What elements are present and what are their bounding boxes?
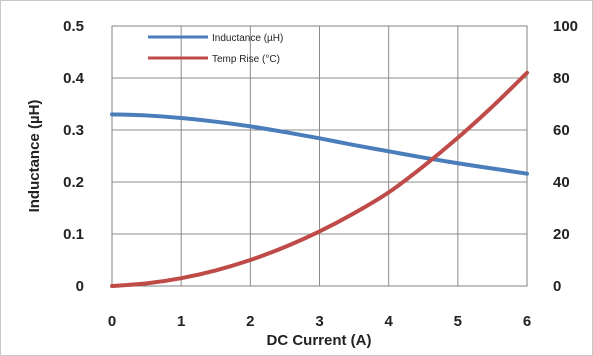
x-tick-label: 3: [315, 313, 323, 330]
y-tick-label: 0: [76, 278, 84, 295]
y2-tick-label: 20: [553, 226, 570, 243]
y2-tick-label: 0: [553, 278, 561, 295]
gridlines: [112, 26, 527, 286]
x-tick-label: 6: [523, 313, 531, 330]
x-axis-title: DC Current (A): [267, 332, 372, 349]
y-axis-title: Inductance (µH): [26, 100, 43, 213]
x-tick-label: 2: [246, 313, 254, 330]
x-tick-label: 0: [108, 313, 116, 330]
y-tick-label: 0.1: [63, 226, 84, 243]
y-tick-label: 0.2: [63, 174, 84, 191]
x-tick-label: 4: [384, 313, 393, 330]
series-line-temp-rise: [110, 70, 529, 288]
x-tick-label: 1: [177, 313, 185, 330]
y2-tick-label: 60: [553, 122, 570, 139]
y-tick-label: 0.5: [63, 18, 84, 35]
legend-label-temp-rise: Temp Rise (°C): [212, 54, 280, 65]
plot-border: [111, 25, 528, 287]
y-tick-label: 0.4: [63, 70, 85, 87]
y2-tick-label: 40: [553, 174, 570, 191]
series-line-inductance: [110, 112, 529, 176]
y2-tick-label: 100: [553, 18, 578, 35]
y2-tick-label: 80: [553, 70, 570, 87]
x-tick-label: 5: [454, 313, 462, 330]
series-lines: [110, 70, 529, 288]
y-tick-label: 0.3: [63, 122, 84, 139]
legend-label-inductance: Inductance (µH): [212, 33, 283, 44]
legend: Inductance (µH) Temp Rise (°C): [148, 33, 283, 65]
